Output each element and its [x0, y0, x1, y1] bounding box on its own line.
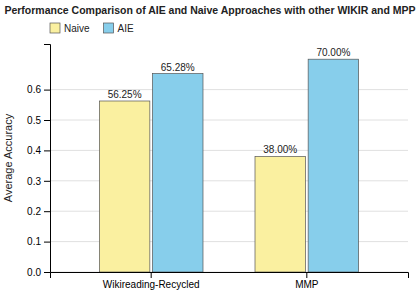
legend-item: Naive	[50, 23, 90, 34]
tick-label: 0.5	[27, 115, 41, 126]
tick-mark	[44, 242, 50, 243]
data-label: 65.28%	[161, 62, 195, 73]
x-axis: Wikireading-Recycled MMP	[51, 272, 409, 290]
title: Performance Comparison of AIE and Naive …	[4, 4, 415, 16]
tick: 0.4	[27, 145, 50, 156]
legend-label: Naive	[64, 23, 90, 34]
tick-mark	[44, 181, 50, 182]
tick: MMP	[295, 272, 319, 290]
tick: 0.5	[27, 115, 50, 126]
bar	[153, 74, 203, 272]
tick-label: MMP	[295, 279, 319, 290]
legend-swatch	[104, 23, 114, 33]
bar	[255, 156, 305, 272]
tick: 0.2	[27, 206, 50, 217]
tick: 0.1	[27, 236, 50, 247]
data-label: 56.25%	[108, 89, 142, 100]
tick: 0.3	[27, 176, 50, 187]
tick-label: 0.1	[27, 236, 41, 247]
y-axis-title: Average Accuracy	[2, 113, 14, 202]
bar	[99, 101, 149, 272]
tick-label: 0.6	[27, 84, 41, 95]
tick: 0.6	[27, 84, 50, 95]
data-label: 38.00%	[263, 144, 297, 155]
tick-label: 0.4	[27, 145, 41, 156]
legend-item: AIE	[104, 23, 134, 34]
legend-swatch	[50, 23, 60, 33]
legend: Naive AIE	[50, 23, 134, 34]
tick: 0.0	[27, 267, 50, 278]
tick-mark	[44, 150, 50, 151]
plot-area: 56.25%38.00%65.28%70.00%0.00.10.20.30.40…	[2, 45, 409, 291]
data-labels: 56.25% 38.00% 65.28% 70.00%	[108, 47, 351, 155]
tick-mark	[44, 120, 50, 121]
bar	[308, 59, 358, 272]
tick-mark	[44, 90, 50, 91]
tick-label: Wikireading-Recycled	[103, 279, 200, 290]
bars	[99, 59, 358, 272]
tick-label: 0.3	[27, 176, 41, 187]
data-label: 70.00%	[316, 47, 350, 58]
tick-label: 0.0	[27, 267, 41, 278]
tick: Wikireading-Recycled	[103, 272, 200, 290]
axis-line	[51, 273, 409, 279]
tick-mark	[151, 272, 152, 278]
y-axis: 0.0 0.1 0.2 0.3 0.4 0.5 0.6	[27, 45, 50, 278]
legend-label: AIE	[118, 23, 134, 34]
tick-label: 0.2	[27, 206, 41, 217]
tick-mark	[44, 211, 50, 212]
axis-line	[44, 45, 51, 273]
chart: Performance Comparison of AIE and Naive …	[0, 0, 420, 298]
tick-mark	[306, 272, 307, 278]
tick-mark	[44, 272, 50, 273]
